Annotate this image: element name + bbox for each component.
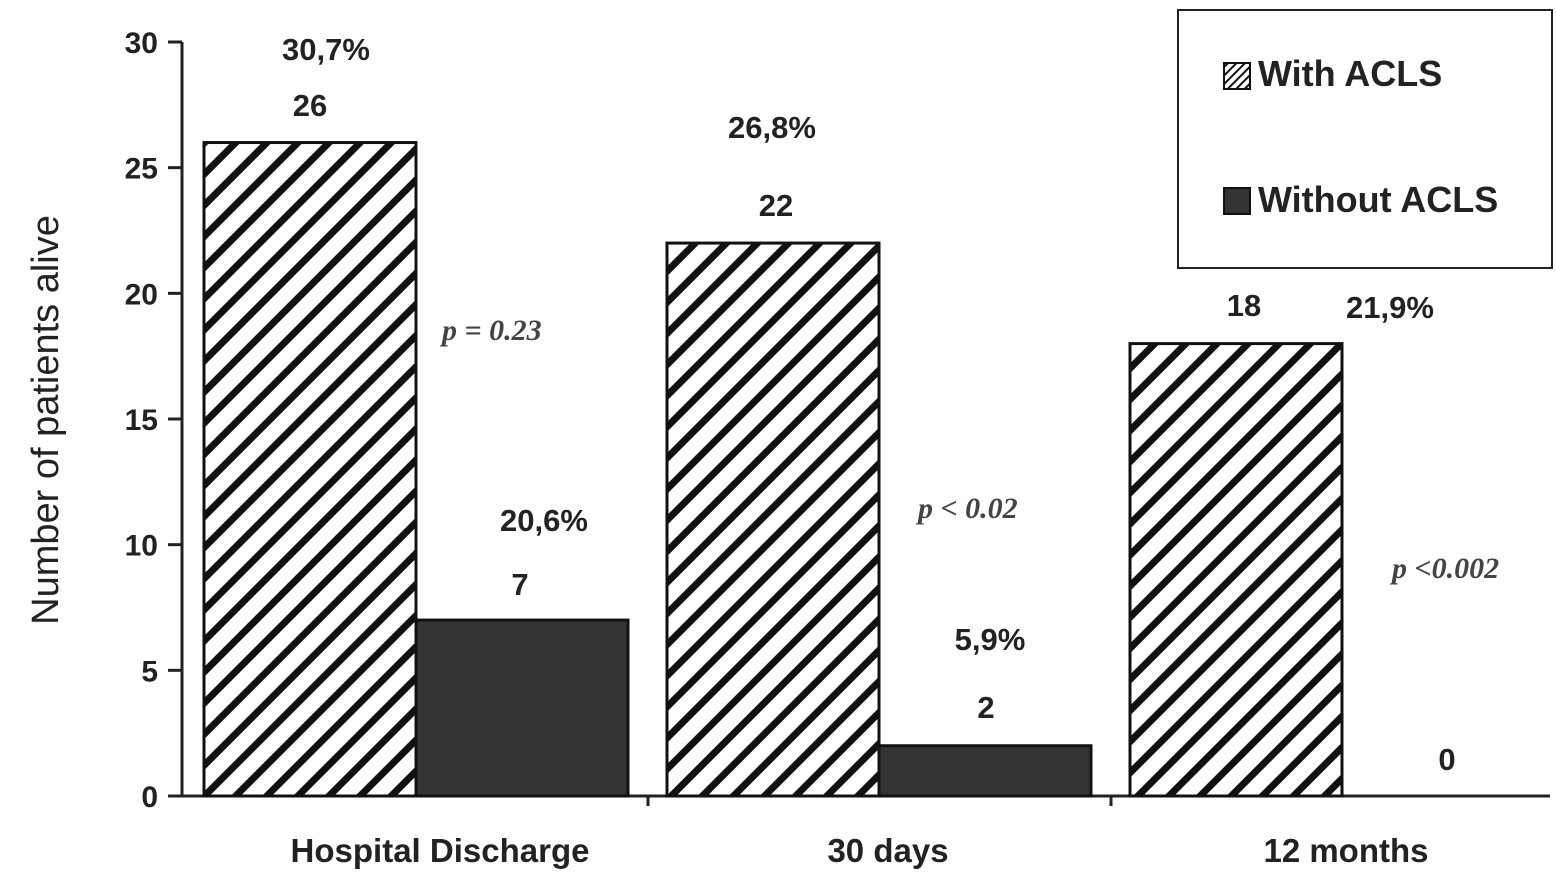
data-labels: 26 22 18 30,7% 26,8% 21,9% 7 2 0 20,6% 5,9% (282, 32, 1456, 777)
bar-without-acls (414, 618, 630, 798)
bar-value-label: 18 (1227, 288, 1261, 323)
bar-percent-label: 21,9% (1346, 290, 1434, 325)
legend-label-without-acls: Without ACLS (1258, 179, 1498, 220)
bar-percent-label: 20,6% (500, 503, 588, 538)
legend-label-with-acls: With ACLS (1258, 53, 1442, 94)
y-tick-label: 0 (141, 781, 158, 814)
bar-value-label: 7 (511, 567, 528, 602)
y-tick-label: 30 (125, 27, 158, 60)
p-value-annotation-hospital-discharge: p = 0.23 (439, 314, 542, 347)
legend-swatch-without-acls (1223, 187, 1251, 215)
y-axis-label: Number of patients alive (25, 215, 67, 625)
p-value-annotation-12-months: p <0.002 (1389, 552, 1499, 585)
bars (202, 141, 1344, 798)
bar-value-label: 2 (977, 690, 994, 725)
bar-with-acls (665, 241, 881, 798)
p-value-annotation-30-days: p < 0.02 (915, 492, 1018, 525)
legend: With ACLS Without ACLS (1177, 9, 1553, 269)
bar-percent-label: 5,9% (955, 622, 1026, 657)
x-category-label: Hospital Discharge (291, 832, 590, 869)
y-axis: 0 5 10 15 20 25 30 (125, 27, 184, 814)
bar-value-label: 26 (293, 88, 327, 123)
x-axis: Hospital Discharge 30 days 12 months (182, 794, 1550, 869)
y-tick-label: 15 (125, 404, 158, 437)
y-tick-label: 20 (125, 278, 158, 311)
bar-percent-label: 30,7% (282, 32, 370, 67)
legend-box (1177, 9, 1553, 269)
bar-with-acls (202, 141, 418, 798)
bar-value-label: 0 (1438, 742, 1455, 777)
x-category-label: 30 days (827, 832, 948, 869)
bar-value-label: 22 (759, 188, 793, 223)
y-tick-label: 25 (125, 153, 158, 186)
bar-without-acls (877, 744, 1093, 798)
y-tick-label: 5 (141, 655, 158, 688)
y-tick-label: 10 (125, 530, 158, 563)
bar-with-acls (1128, 342, 1344, 798)
legend-swatch-with-acls (1223, 62, 1251, 90)
x-category-label: 12 months (1263, 832, 1428, 869)
bar-percent-label: 26,8% (728, 110, 816, 145)
